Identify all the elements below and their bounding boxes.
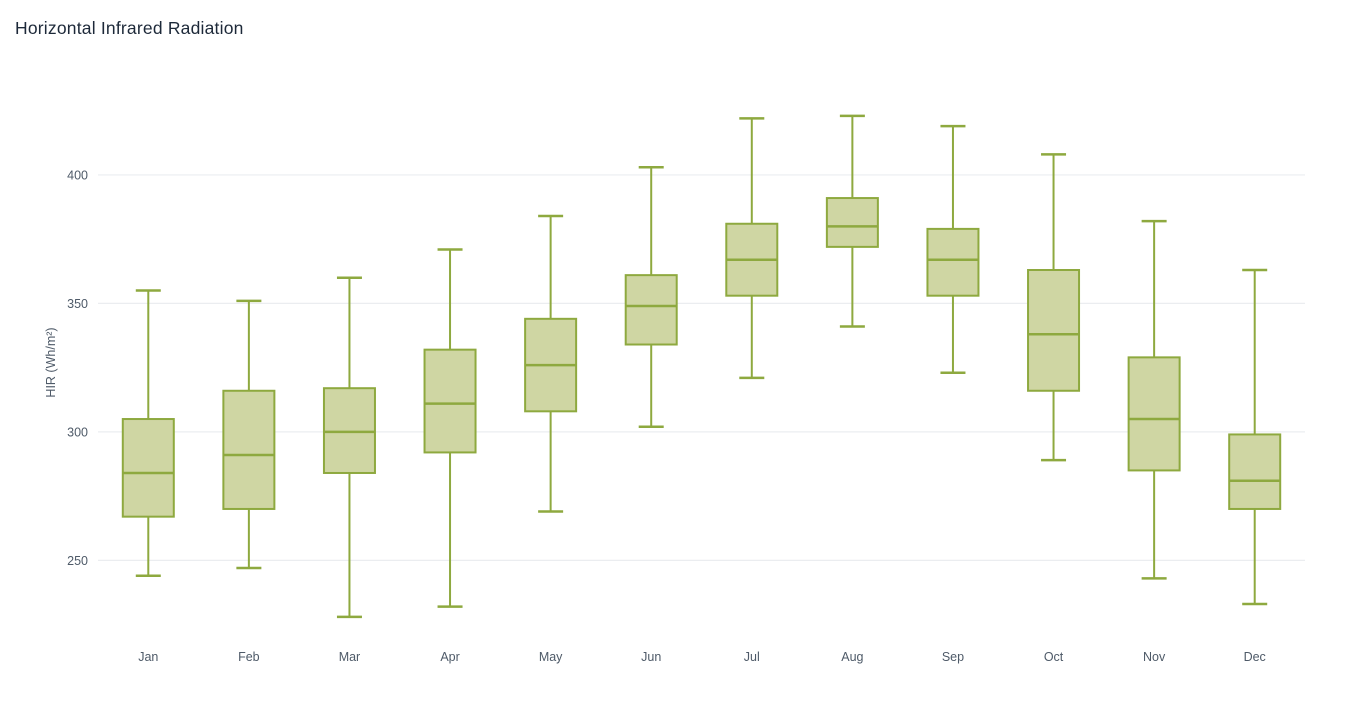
x-tick-label-jun: Jun (641, 650, 661, 664)
box-apr[interactable] (423, 248, 477, 608)
box-aug[interactable] (825, 114, 879, 328)
y-tick-label-400: 400 (67, 168, 88, 182)
iqr-box (1127, 356, 1181, 472)
x-tick-label-may: May (539, 650, 563, 664)
box-feb[interactable] (222, 299, 276, 570)
iqr-box (121, 418, 175, 518)
box-may[interactable] (524, 214, 578, 513)
iqr-box (1027, 269, 1081, 392)
box-sep[interactable] (926, 124, 980, 375)
box-jul[interactable] (725, 117, 779, 380)
x-tick-label-jan: Jan (138, 650, 158, 664)
iqr-box (624, 274, 678, 346)
y-tick-label-250: 250 (67, 554, 88, 568)
box-nov[interactable] (1127, 219, 1181, 580)
x-tick-label-sep: Sep (942, 650, 964, 664)
x-tick-label-mar: Mar (339, 650, 361, 664)
iqr-box (1228, 433, 1282, 510)
iqr-box (825, 197, 879, 248)
iqr-box (322, 387, 376, 474)
box-jun[interactable] (624, 165, 678, 428)
iqr-box (926, 227, 980, 297)
chart-title: Horizontal Infrared Radiation (15, 18, 244, 38)
x-tick-label-apr: Apr (440, 650, 459, 664)
box-mar[interactable] (322, 276, 376, 619)
box-oct[interactable] (1027, 153, 1081, 462)
iqr-box (423, 348, 477, 454)
iqr-box (222, 389, 276, 510)
x-tick-label-feb: Feb (238, 650, 260, 664)
x-tick-label-aug: Aug (841, 650, 863, 664)
x-tick-label-jul: Jul (744, 650, 760, 664)
box-dec[interactable] (1228, 268, 1282, 606)
x-tick-label-nov: Nov (1143, 650, 1166, 664)
x-tick-label-oct: Oct (1044, 650, 1064, 664)
y-tick-label-300: 300 (67, 425, 88, 439)
y-tick-label-350: 350 (67, 297, 88, 311)
box-jan[interactable] (121, 289, 175, 578)
x-tick-label-dec: Dec (1244, 650, 1266, 664)
y-axis-title: HIR (Wh/m²) (44, 327, 58, 397)
